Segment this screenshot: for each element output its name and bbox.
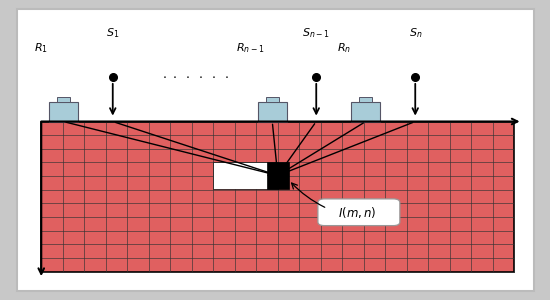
- Bar: [57, 97, 70, 102]
- Text: $\cdot\ \cdot\ \cdot\ \cdot\ \cdot\ \cdot$: $\cdot\ \cdot\ \cdot\ \cdot\ \cdot\ \cdo…: [162, 70, 229, 83]
- Bar: [267, 162, 289, 189]
- Text: $R_1$: $R_1$: [34, 41, 48, 55]
- Bar: [266, 97, 279, 102]
- Text: $R_{n-1}$: $R_{n-1}$: [236, 41, 265, 55]
- Bar: [359, 97, 372, 102]
- Bar: [41, 122, 514, 272]
- Bar: [258, 102, 287, 122]
- Text: $I(m,n)$: $I(m,n)$: [338, 205, 377, 220]
- Text: $S_{n-1}$: $S_{n-1}$: [302, 26, 330, 40]
- FancyBboxPatch shape: [318, 199, 400, 226]
- Bar: [49, 102, 78, 122]
- Bar: [213, 162, 278, 189]
- Text: $S_n$: $S_n$: [409, 26, 422, 40]
- Bar: [351, 102, 380, 122]
- Text: $S_1$: $S_1$: [106, 26, 119, 40]
- Text: $R_n$: $R_n$: [337, 41, 351, 55]
